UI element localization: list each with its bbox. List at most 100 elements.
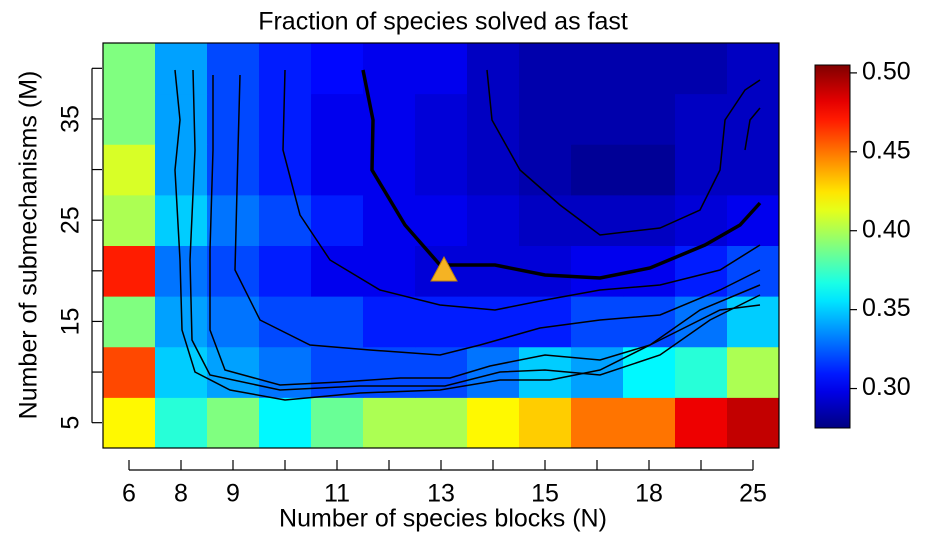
heatmap-cell: [623, 397, 676, 449]
plot-frame: [102, 42, 780, 449]
heatmap-cell: [675, 346, 728, 398]
heatmap-cell: [727, 144, 780, 196]
heatmap-cell: [571, 43, 624, 95]
heatmap-cell: [311, 144, 364, 196]
heatmap-cell: [519, 194, 572, 246]
axes: 6 8 9 11 13 15 18 25 5 15 25 35 0.30 0.35 0.40 0.45 0.50: [57, 58, 911, 508]
heatmap-cell: [207, 296, 260, 348]
heatmap-cell: [259, 93, 312, 145]
heatmap-cell: [571, 93, 624, 145]
heatmap-cell: [519, 296, 572, 348]
colorbar: [814, 64, 851, 429]
heatmap-cell: [207, 43, 260, 95]
heatmap-cell: [155, 93, 208, 145]
heatmap-cell: [415, 43, 468, 95]
heatmap-cell: [259, 144, 312, 196]
heatmap-cells: [103, 43, 780, 449]
contour-line: [744, 107, 761, 151]
x-tick-label: 6: [122, 480, 136, 508]
heatmap-cell: [155, 144, 208, 196]
colorbar-tick-label: 0.35: [862, 294, 911, 322]
y-axis-title: Number of submechanisms (M): [15, 71, 43, 420]
heatmap-cell: [155, 397, 208, 449]
heatmap-cell: [519, 397, 572, 449]
heatmap-cell: [675, 43, 728, 95]
heatmap-cell: [155, 43, 208, 95]
heatmap-cell: [467, 144, 520, 196]
x-tick-label: 8: [174, 480, 188, 508]
x-axis-title: Number of species blocks (N): [279, 505, 607, 533]
x-tick-label: 25: [739, 480, 767, 508]
heatmap-cell: [363, 397, 416, 449]
colorbar-tick-label: 0.50: [862, 58, 911, 86]
heatmap-cell: [207, 144, 260, 196]
heatmap-cell: [311, 93, 364, 145]
heatmap-cell: [675, 93, 728, 145]
heatmap-cell: [519, 144, 572, 196]
heatmap-cell: [155, 194, 208, 246]
contour-line: [234, 74, 761, 356]
heatmap-cell: [363, 296, 416, 348]
heatmap-cell: [103, 397, 156, 449]
heatmap-cell: [571, 397, 624, 449]
y-tick-label: 15: [57, 308, 85, 336]
contour-line: [209, 75, 761, 386]
heatmap-cell: [103, 43, 156, 95]
x-tick-label: 9: [226, 480, 240, 508]
heatmap-cell: [363, 245, 416, 297]
heatmap-cell: [363, 194, 416, 246]
heatmap-cell: [311, 346, 364, 398]
heatmap-cell: [415, 144, 468, 196]
heatmap-cell: [623, 194, 676, 246]
heatmap-cell: [623, 296, 676, 348]
y-tick-label: 5: [57, 416, 85, 430]
contour-line: [361, 69, 762, 280]
heatmap-cell: [467, 194, 520, 246]
heatmap-cell: [259, 245, 312, 297]
x-tick-label: 11: [324, 480, 350, 508]
heatmap-cell: [207, 397, 260, 449]
heatmap-cell: [415, 194, 468, 246]
heatmap-cell: [675, 397, 728, 449]
heatmap-cell: [311, 194, 364, 246]
heatmap-cell: [311, 245, 364, 297]
contour-line: [174, 69, 761, 401]
heatmap-cell: [259, 296, 312, 348]
heatmap-cell: [103, 93, 156, 145]
heatmap-cell: [311, 397, 364, 449]
heatmap-cell: [519, 93, 572, 145]
heatmap-cell: [571, 194, 624, 246]
colorbar-tick-label: 0.45: [862, 136, 911, 164]
heatmap-cell: [571, 346, 624, 398]
heatmap-cell: [727, 194, 780, 246]
heatmap-cell: [103, 144, 156, 196]
heatmap-cell: [727, 296, 780, 348]
colorbar-tick-label: 0.40: [862, 215, 911, 243]
heatmap-cell: [259, 397, 312, 449]
heatmap-cell: [467, 296, 520, 348]
contour-line: [282, 69, 761, 311]
x-tick-label: 15: [531, 480, 559, 508]
heatmap-cell: [727, 43, 780, 95]
heatmap-cell: [571, 296, 624, 348]
heatmap-cell: [623, 144, 676, 196]
heatmap-cell: [467, 245, 520, 297]
heatmap-cell: [623, 93, 676, 145]
heatmap-cell: [571, 144, 624, 196]
heatmap-cell: [363, 43, 416, 95]
heatmap-cell: [103, 194, 156, 246]
heatmap-cell: [519, 43, 572, 95]
y-tick-label: 25: [57, 206, 85, 234]
heatmap-cell: [623, 346, 676, 398]
contour-line: [486, 69, 761, 236]
heatmap-cell: [207, 194, 260, 246]
heatmap-cell: [207, 93, 260, 145]
heatmap-cell: [415, 93, 468, 145]
heatmap-cell: [415, 397, 468, 449]
heatmap-cell: [207, 245, 260, 297]
heatmap-cell: [727, 245, 780, 297]
heatmap-cell: [311, 296, 364, 348]
heatmap-cell: [467, 93, 520, 145]
